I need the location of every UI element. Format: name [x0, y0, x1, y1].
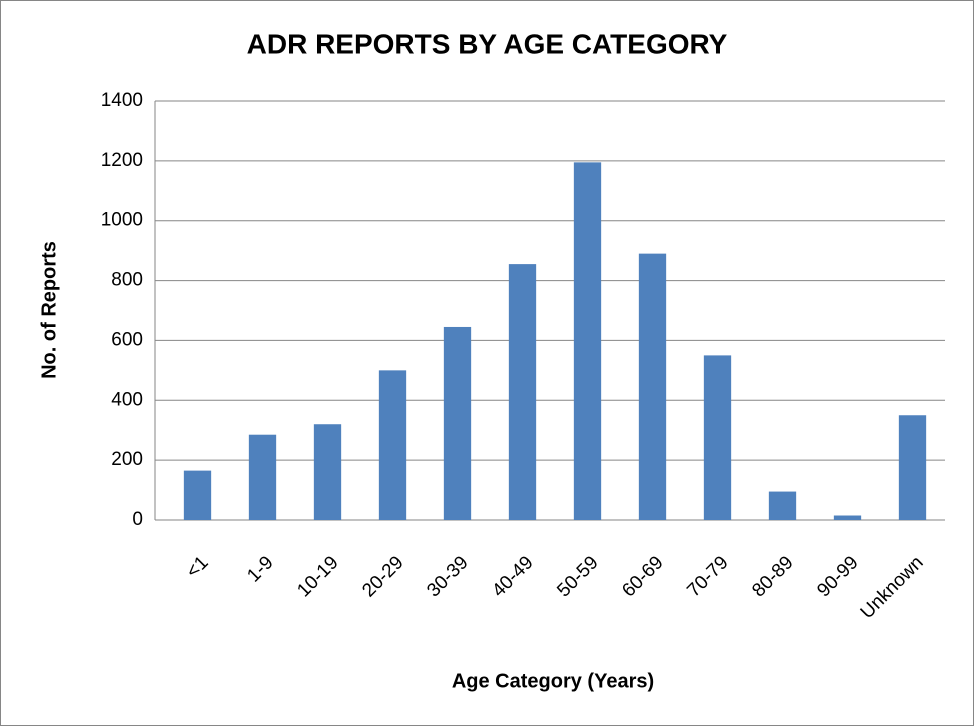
- y-tick-label: 1000: [101, 210, 143, 231]
- y-tick-label: 800: [111, 270, 143, 291]
- bar: [443, 326, 472, 520]
- bar: [833, 515, 862, 520]
- bar: [638, 253, 667, 520]
- bar: [508, 264, 537, 520]
- bar: [183, 470, 212, 520]
- bar: [313, 424, 342, 520]
- chart-title: ADR REPORTS BY AGE CATEGORY: [247, 28, 728, 59]
- bar: [703, 355, 732, 520]
- y-tick-label: 600: [111, 329, 143, 350]
- x-axis-label: Age Category (Years): [452, 670, 654, 692]
- bar: [898, 415, 927, 520]
- bar: [768, 491, 797, 520]
- y-tick-label: 0: [132, 509, 143, 530]
- y-axis-label: No. of Reports: [38, 241, 60, 379]
- bar: [573, 162, 602, 520]
- y-tick-label: 200: [111, 449, 143, 470]
- y-tick-label: 1200: [101, 150, 143, 171]
- y-tick-label: 400: [111, 389, 143, 410]
- bar: [378, 370, 407, 520]
- bar: [248, 434, 277, 520]
- y-tick-label: 1400: [101, 90, 143, 111]
